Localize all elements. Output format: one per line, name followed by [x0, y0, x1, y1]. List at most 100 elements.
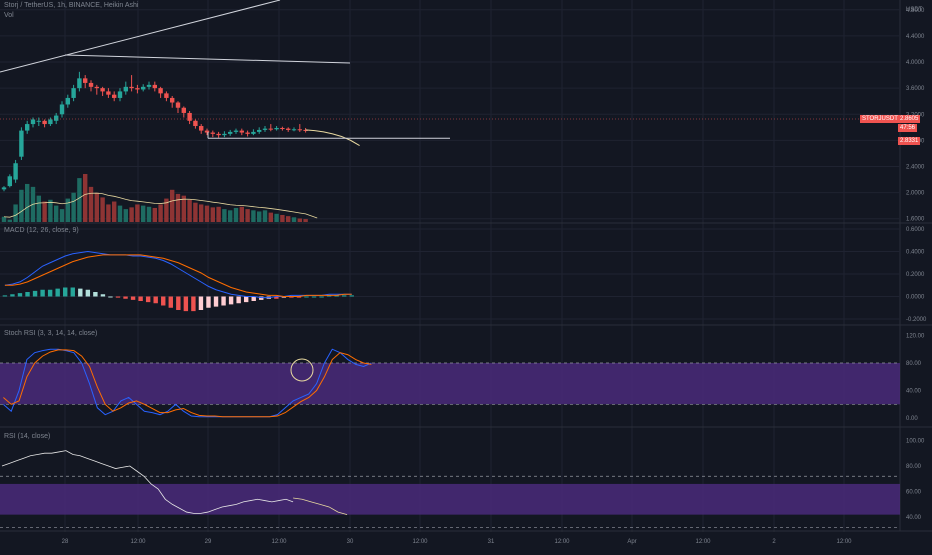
macd-histogram-bar [55, 288, 60, 297]
volume-bar [1, 216, 7, 222]
candle-body [199, 126, 204, 131]
candle-body [274, 127, 279, 130]
macd-histogram-bar [296, 296, 302, 298]
rsi-tick-label: 80.00 [906, 464, 922, 470]
time-tick-label: 30 [347, 539, 354, 545]
macd-histogram-bar [311, 296, 317, 298]
time-tick-label: 12:00 [836, 539, 852, 545]
macd-histogram-bar [93, 292, 98, 297]
candle-body [286, 128, 291, 130]
candle-body [204, 130, 210, 133]
time-tick-label: 2 [772, 539, 776, 545]
volume-bar [123, 209, 128, 222]
candle-body [175, 102, 181, 108]
volume-bar [129, 207, 134, 222]
macd-histogram-bar [161, 296, 166, 306]
candle-body [297, 129, 302, 131]
macd-histogram-bar [228, 296, 234, 305]
time-tick-label: 29 [205, 539, 212, 545]
macd-histogram-bar [259, 296, 264, 300]
candle-body [36, 120, 41, 122]
time-tick-label: 12:00 [695, 539, 711, 545]
macd-histogram-bar [130, 296, 136, 300]
macd-histogram-bar [274, 296, 279, 299]
volume-bar [274, 213, 279, 222]
volume-bar [117, 205, 123, 222]
volume-bar [54, 205, 59, 222]
volume-bar [83, 174, 88, 222]
candle-body [170, 97, 175, 103]
candle-body [152, 84, 157, 89]
candle-body [181, 107, 186, 113]
candle-body [19, 130, 24, 157]
volume-bar [36, 195, 41, 222]
symbol-title: Storj / TetherUS, 1h, BINANCE, Heikin As… [4, 2, 139, 9]
rsi-line [1, 450, 294, 514]
volume-bar [193, 202, 198, 222]
candle-body [187, 112, 192, 121]
macd-histogram-bar [342, 295, 347, 297]
candle-body [13, 163, 18, 180]
volume-bar [88, 186, 94, 222]
volume-bar [170, 189, 175, 222]
time-tick-label: 12:00 [130, 539, 146, 545]
macd-tick-label: -0.2000 [906, 317, 927, 323]
macd-histogram-bar [213, 296, 219, 307]
rsi-label: RSI (14, close) [4, 433, 51, 440]
candle-body [268, 128, 273, 130]
macd-histogram-bar [153, 296, 158, 304]
candle-body [42, 120, 47, 125]
candle-body [164, 93, 169, 98]
stoch-label: Stoch RSI (3, 3, 14, 14, close) [4, 330, 98, 337]
price-tick-label: 3.6000 [906, 86, 925, 92]
ticker-badge: STORJUSDT [860, 115, 900, 123]
volume-bar [7, 219, 12, 222]
macd-histogram-bar [2, 295, 8, 297]
volume-bar [13, 204, 18, 222]
stoch-tick-label: 40.00 [906, 389, 922, 395]
volume-bar [216, 206, 221, 222]
macd-histogram-bar [78, 288, 83, 297]
candle-body [83, 78, 88, 83]
volume-bar [303, 219, 308, 222]
macd-histogram-bar [25, 292, 30, 297]
volume-bar [77, 178, 82, 222]
candle-body [106, 91, 111, 95]
macd-histogram-bar [32, 290, 38, 297]
macd-histogram-bar [168, 296, 173, 308]
candle-body [233, 130, 239, 132]
signal-line [4, 254, 352, 297]
macd-label: MACD (12, 26, close, 9) [4, 227, 79, 234]
macd-histogram-bar [221, 296, 226, 306]
candle-body [135, 88, 140, 90]
volume-ma-line [3, 192, 318, 219]
candle-body [59, 104, 65, 115]
macd-tick-label: 0.2000 [906, 272, 925, 278]
macd-histogram-bar [281, 296, 287, 298]
candle-body [262, 128, 268, 130]
macd-line [4, 250, 352, 299]
candle-body [88, 82, 94, 87]
volume-bar [59, 209, 65, 222]
macd-histogram-bar [251, 296, 256, 301]
candle-body [280, 127, 285, 129]
rsi-band [0, 483, 900, 515]
stoch-tick-label: 0.00 [906, 416, 918, 422]
price-tick-label: 2.4000 [906, 165, 925, 171]
price-tick-label: 1.6000 [906, 217, 925, 223]
volume-bar [175, 193, 181, 222]
volume-bar [100, 197, 105, 222]
volume-bar [94, 192, 99, 222]
macd-histogram-bar [17, 293, 23, 297]
macd-histogram-bar [100, 294, 106, 297]
macd-histogram-bar [123, 296, 128, 299]
candle-body [100, 88, 105, 92]
candle-body [123, 86, 128, 92]
macd-histogram-bar [304, 296, 309, 298]
price-tick-label: 4.8000 [906, 8, 925, 14]
macd-histogram-bar [115, 296, 121, 298]
candle-body [54, 115, 59, 121]
macd-histogram-bar [85, 289, 91, 297]
